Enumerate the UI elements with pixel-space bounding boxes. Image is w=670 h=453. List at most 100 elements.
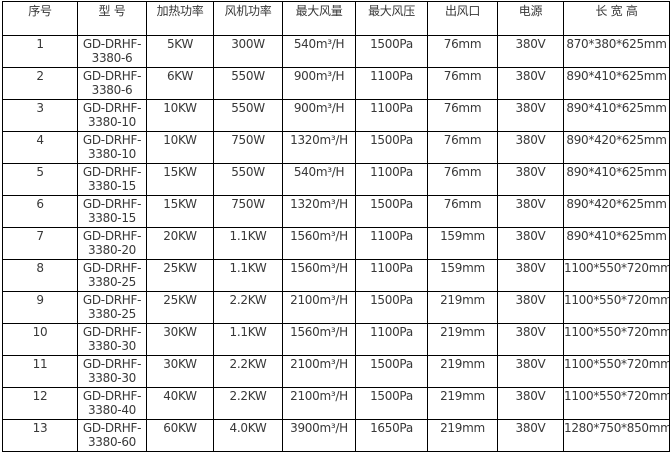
col-max-pressure-cell: 1100Pa xyxy=(355,227,428,260)
col-power-supply-cell: 380V xyxy=(497,35,564,68)
col-model-cell: GD-DRHF-3380-15 xyxy=(77,195,147,228)
col-model-cell: GD-DRHF-3380-10 xyxy=(77,131,147,164)
col-max-airflow-cell: 2100m³/H xyxy=(282,387,356,420)
col-dimensions-cell: 890*420*625mm xyxy=(563,131,670,164)
col-heating-power-cell: 10KW xyxy=(146,99,214,132)
col-power-supply-cell: 380V xyxy=(497,99,564,132)
col-model-cell: GD-DRHF-3380-6 xyxy=(77,35,147,68)
col-max-airflow-cell: 3900m³/H xyxy=(282,419,356,452)
col-max-airflow-cell: 1560m³/H xyxy=(282,227,356,260)
col-max-airflow-cell: 900m³/H xyxy=(282,67,356,100)
col-index-cell: 12 xyxy=(2,387,78,420)
col-outlet-cell: 219mm xyxy=(427,355,498,388)
col-power-supply-cell: 380V xyxy=(497,131,564,164)
col-outlet-cell: 219mm xyxy=(427,291,498,324)
col-index-header: 序号 xyxy=(2,1,78,36)
col-outlet-cell: 159mm xyxy=(427,259,498,292)
col-model-cell: GD-DRHF-3380-30 xyxy=(77,323,147,356)
col-max-pressure-cell: 1500Pa xyxy=(355,291,428,324)
col-max-pressure-cell: 1100Pa xyxy=(355,99,428,132)
col-max-pressure-cell: 1100Pa xyxy=(355,323,428,356)
col-index-cell: 3 xyxy=(2,99,78,132)
col-index-cell: 13 xyxy=(2,419,78,452)
col-model-header: 型 号 xyxy=(77,1,147,36)
col-power-supply-cell: 380V xyxy=(497,291,564,324)
col-max-airflow-cell: 540m³/H xyxy=(282,35,356,68)
table-row: 4 GD-DRHF-3380-10 10KW 750W 1320m³/H 1500Pa 76… xyxy=(2,131,670,164)
col-max-airflow-cell: 1320m³/H xyxy=(282,195,356,228)
col-model-cell: GD-DRHF-3380-60 xyxy=(77,419,147,452)
table-row: 6 GD-DRHF-3380-15 15KW 750W 1320m³/H 1500Pa 76… xyxy=(2,195,670,228)
col-fan-power-cell: 2.2KW xyxy=(213,387,283,420)
col-max-airflow-cell: 2100m³/H xyxy=(282,355,356,388)
col-fan-power-cell: 550W xyxy=(213,163,283,196)
col-dimensions-cell: 890*420*625mm xyxy=(563,195,670,228)
col-max-pressure-cell: 1500Pa xyxy=(355,131,428,164)
col-model-cell: GD-DRHF-3380-40 xyxy=(77,387,147,420)
header-row: 序号型 号加热功率 风机功率 最大风量 最大风压 出风口 电源长 宽 高 xyxy=(2,1,670,36)
col-heating-power-cell: 30KW xyxy=(146,355,214,388)
col-model-cell: GD-DRHF-3380-6 xyxy=(77,67,147,100)
table-row: 1 GD-DRHF-3380-6 5KW 300W 540m³/H 1500Pa 76mm 3… xyxy=(2,35,670,68)
col-heating-power-cell: 5KW xyxy=(146,35,214,68)
col-power-supply-cell: 380V xyxy=(497,419,564,452)
table-row: 3 GD-DRHF-3380-10 10KW 550W 900m³/H 1100Pa 76m… xyxy=(2,99,670,132)
col-heating-power-cell: 60KW xyxy=(146,419,214,452)
col-dimensions-cell: 890*410*625mm xyxy=(563,67,670,100)
table-row: 13 GD-DRHF-3380-60 60KW 4.0KW 3900m³/H 1650Pa… xyxy=(2,419,670,452)
col-index-cell: 10 xyxy=(2,323,78,356)
table-row: 7 GD-DRHF-3380-20 20KW 1.1KW 1560m³/H 1100Pa 1… xyxy=(2,227,670,260)
col-index-cell: 2 xyxy=(2,67,78,100)
col-fan-power-cell: 2.2KW xyxy=(213,291,283,324)
col-power-supply-cell: 380V xyxy=(497,355,564,388)
col-fan-power-header: 风机功率 xyxy=(213,1,283,36)
col-outlet-cell: 76mm xyxy=(427,35,498,68)
col-max-pressure-cell: 1500Pa xyxy=(355,35,428,68)
col-heating-power-cell: 20KW xyxy=(146,227,214,260)
col-outlet-cell: 219mm xyxy=(427,323,498,356)
col-model-cell: GD-DRHF-3380-25 xyxy=(77,291,147,324)
col-fan-power-cell: 1.1KW xyxy=(213,227,283,260)
col-fan-power-cell: 2.2KW xyxy=(213,355,283,388)
col-index-cell: 6 xyxy=(2,195,78,228)
col-fan-power-cell: 1.1KW xyxy=(213,323,283,356)
col-index-cell: 8 xyxy=(2,259,78,292)
col-heating-power-cell: 25KW xyxy=(146,291,214,324)
col-outlet-header: 出风口 xyxy=(427,1,498,36)
table-row: 2 GD-DRHF-3380-6 6KW 550W 900m³/H 1100Pa 76mm 3… xyxy=(2,67,670,100)
col-dimensions-cell: 890*410*625mm xyxy=(563,227,670,260)
col-index-cell: 1 xyxy=(2,35,78,68)
col-outlet-cell: 76mm xyxy=(427,163,498,196)
col-fan-power-cell: 750W xyxy=(213,131,283,164)
col-dimensions-cell: 1100*550*720mm xyxy=(563,387,670,420)
col-max-pressure-cell: 1100Pa xyxy=(355,259,428,292)
col-max-airflow-cell: 1560m³/H xyxy=(282,259,356,292)
col-heating-power-cell: 6KW xyxy=(146,67,214,100)
col-max-pressure-cell: 1500Pa xyxy=(355,355,428,388)
col-dimensions-cell: 870*380*625mm xyxy=(563,35,670,68)
col-max-airflow-cell: 1560m³/H xyxy=(282,323,356,356)
col-max-pressure-header: 最大风压 xyxy=(355,1,428,36)
table-row: 5 GD-DRHF-3380-15 15KW 550W 540m³/H 1100Pa 76m… xyxy=(2,163,670,196)
col-dimensions-cell: 1100*550*720mm xyxy=(563,323,670,356)
col-model-cell: GD-DRHF-3380-10 xyxy=(77,99,147,132)
col-dimensions-cell: 1100*550*720mm xyxy=(563,259,670,292)
col-outlet-cell: 159mm xyxy=(427,227,498,260)
col-power-supply-header: 电源 xyxy=(497,1,564,36)
col-max-airflow-cell: 1320m³/H xyxy=(282,131,356,164)
col-power-supply-cell: 380V xyxy=(497,387,564,420)
col-heating-power-header: 加热功率 xyxy=(146,1,214,36)
col-heating-power-cell: 15KW xyxy=(146,163,214,196)
col-max-airflow-cell: 540m³/H xyxy=(282,163,356,196)
col-fan-power-cell: 750W xyxy=(213,195,283,228)
col-dimensions-cell: 1280*750*850mm xyxy=(563,419,670,452)
col-outlet-cell: 76mm xyxy=(427,67,498,100)
col-heating-power-cell: 30KW xyxy=(146,323,214,356)
col-outlet-cell: 76mm xyxy=(427,99,498,132)
col-fan-power-cell: 550W xyxy=(213,67,283,100)
col-outlet-cell: 76mm xyxy=(427,195,498,228)
col-max-airflow-header: 最大风量 xyxy=(282,1,356,36)
col-index-cell: 5 xyxy=(2,163,78,196)
table-row: 8 GD-DRHF-3380-25 25KW 1.1KW 1560m³/H 1100Pa 1… xyxy=(2,259,670,292)
col-dimensions-cell: 1100*550*720mm xyxy=(563,291,670,324)
